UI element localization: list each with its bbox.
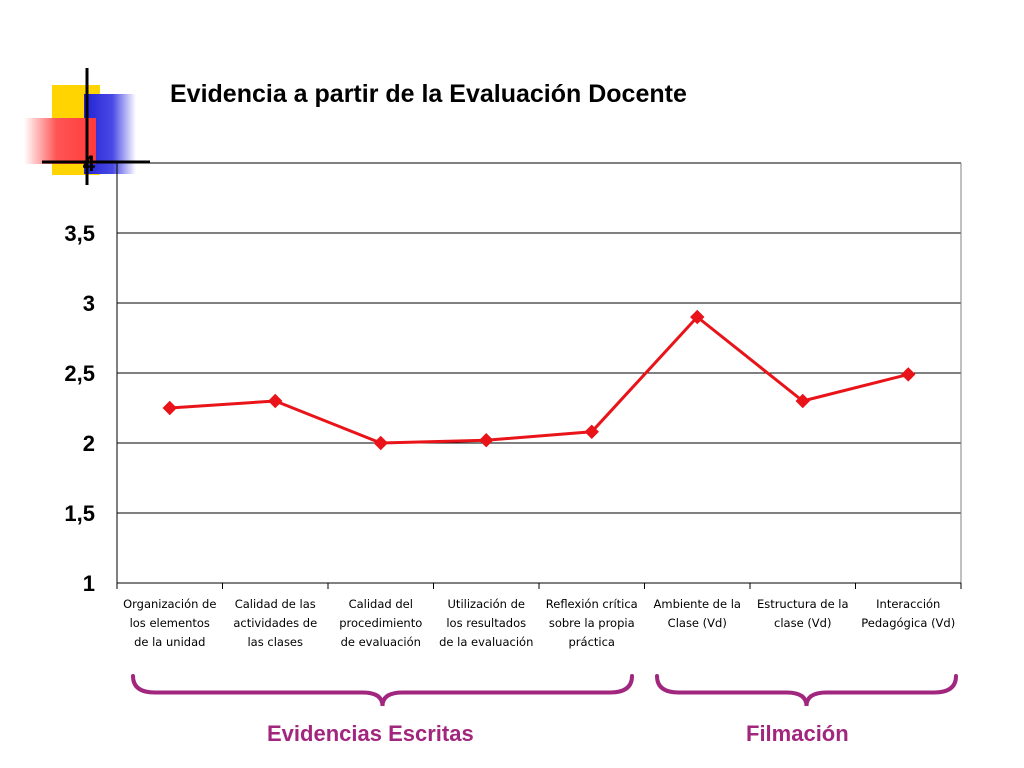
group-brackets (131, 674, 958, 707)
x-category-label: Organización de los elementos de la unidad (123, 597, 216, 649)
group-label-filmacion: Filmación (746, 721, 849, 746)
group-label-evidencias-escritas: Evidencias Escritas (267, 721, 474, 746)
y-tick-label: 1 (83, 571, 95, 596)
x-category-label: Utilización de los resultados de la evalua… (439, 597, 533, 649)
x-category-label: Estructura de la clase (Vd) (757, 597, 849, 630)
x-category-label: Calidad del procedimiento de evaluación (339, 597, 422, 649)
deco-red-square (24, 118, 96, 164)
data-point-marker (901, 367, 916, 382)
data-point-marker (268, 393, 283, 409)
data-point-marker (479, 432, 494, 448)
data-point-marker (584, 424, 599, 440)
bracket-evidencias-escritas (131, 674, 634, 707)
x-category-label: Calidad de las actividades de las clases (233, 597, 317, 649)
y-tick-label: 3,5 (64, 221, 95, 246)
data-point-marker (162, 400, 177, 416)
x-category-label: Ambiente de la Clase (Vd) (654, 597, 741, 630)
x-category-label: Interacción Pedagógica (Vd) (861, 597, 955, 630)
data-point-marker (373, 435, 388, 451)
series-line (169, 315, 909, 445)
y-tick-label: 1,5 (64, 501, 95, 526)
slide-title: Evidencia a partir de la Evaluación Doce… (170, 80, 687, 108)
y-tick-labels: 1 1,5 2 2,5 3 3,5 4 (64, 151, 95, 596)
y-tick-label: 2,5 (64, 361, 95, 386)
y-tick-label: 4 (83, 151, 96, 176)
data-point-marker (690, 309, 705, 325)
corner-decoration (24, 68, 150, 185)
series-layer (162, 309, 916, 451)
x-category-label: Reflexión crítica sobre la propia práctica (546, 597, 638, 649)
grid-layer (117, 162, 961, 514)
bracket-filmacion (655, 674, 958, 707)
y-tick-label: 2 (83, 431, 95, 456)
data-point-marker (795, 393, 810, 409)
axis-layer (116, 163, 962, 589)
y-tick-label: 3 (83, 291, 95, 316)
x-category-labels: Organización de los elementos de la unidad… (123, 597, 955, 649)
